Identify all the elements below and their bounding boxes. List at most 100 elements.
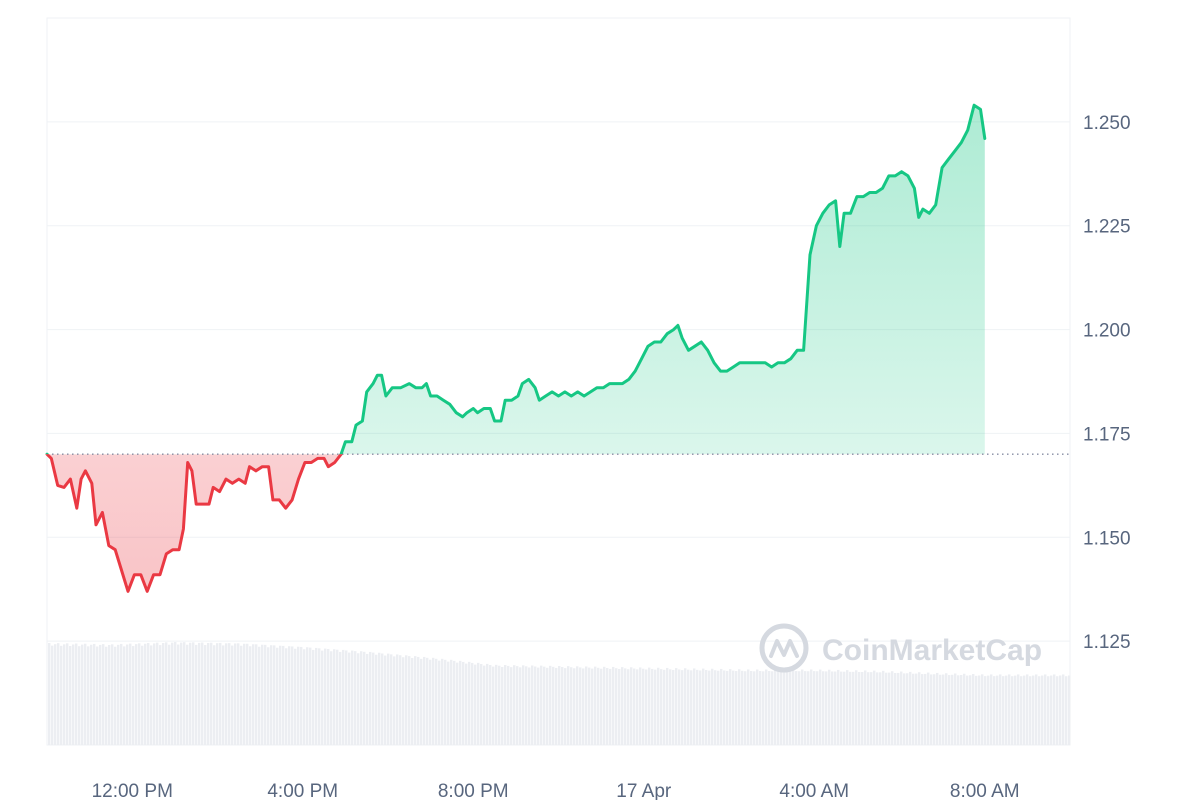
volume-bar xyxy=(1068,675,1071,745)
volume-bar xyxy=(81,644,84,745)
volume-bar xyxy=(777,671,780,745)
volume-bar xyxy=(750,670,753,745)
volume-bar xyxy=(684,668,687,745)
volume-bar xyxy=(1011,676,1014,745)
volume-bar xyxy=(906,673,909,745)
volume-bar xyxy=(657,667,660,745)
volume-bar xyxy=(105,646,108,745)
y-tick-label: 1.175 xyxy=(1083,424,1131,445)
volume-bar xyxy=(501,667,504,745)
volume-bar xyxy=(936,672,939,745)
volume-bar xyxy=(90,644,93,745)
volume-bar xyxy=(297,646,300,745)
volume-bar xyxy=(186,644,189,745)
volume-bar xyxy=(555,667,558,745)
volume-bar xyxy=(381,653,384,745)
volume-bar xyxy=(180,642,183,745)
volume-bar xyxy=(876,672,879,745)
volume-bar xyxy=(177,644,180,745)
volume-bar xyxy=(801,669,804,745)
volume-bar xyxy=(498,665,501,745)
volume-bar xyxy=(117,644,120,745)
y-tick-label: 1.250 xyxy=(1083,113,1131,134)
volume-bar xyxy=(357,653,360,745)
volume-bar xyxy=(432,657,435,745)
volume-bar xyxy=(1017,674,1020,745)
volume-bar xyxy=(336,649,339,745)
volume-bar xyxy=(315,647,318,745)
volume-bar xyxy=(822,671,825,745)
volume-bar xyxy=(999,674,1002,745)
volume-bar xyxy=(813,671,816,745)
volume-bar xyxy=(471,662,474,745)
volume-bar xyxy=(468,661,471,745)
volume-bar xyxy=(345,650,348,745)
volume-bar xyxy=(525,666,528,745)
volume-bar xyxy=(669,669,672,745)
volume-bar xyxy=(462,661,465,745)
volume-bar xyxy=(960,675,963,745)
volume-bar xyxy=(192,642,195,745)
x-tick-label: 4:00 AM xyxy=(779,781,849,800)
volume-bar xyxy=(615,668,618,745)
volume-bar xyxy=(264,644,267,745)
volume-bar xyxy=(978,675,981,745)
volume-bar xyxy=(450,659,453,745)
volume-bar xyxy=(66,643,69,745)
volume-bar xyxy=(441,658,444,745)
volume-bar xyxy=(573,668,576,745)
volume-bar xyxy=(816,671,819,745)
volume-bar xyxy=(144,643,147,745)
volume-bar xyxy=(312,649,315,745)
volume-bar xyxy=(162,643,165,745)
volume-bar xyxy=(132,646,135,745)
volume-bar xyxy=(360,651,363,745)
volume-bar xyxy=(675,668,678,745)
volume-bar xyxy=(252,644,255,745)
volume-bar xyxy=(318,648,321,745)
volume-bar xyxy=(603,666,606,745)
volume-bar xyxy=(387,653,390,745)
volume-bar xyxy=(141,645,144,745)
volume-bar xyxy=(87,646,90,745)
volume-bar xyxy=(642,668,645,745)
volume-bar xyxy=(504,665,507,745)
volume-bar xyxy=(216,643,219,745)
volume-bar xyxy=(1035,674,1038,745)
volume-bar xyxy=(111,644,114,745)
volume-bar xyxy=(633,668,636,745)
volume-bar xyxy=(963,673,966,745)
volume-bar xyxy=(228,643,231,745)
volume-bar xyxy=(375,654,378,745)
volume-bar xyxy=(306,647,309,745)
volume-bar xyxy=(843,671,846,745)
volume-bar xyxy=(552,666,555,745)
x-axis: 12:00 PM 4:00 PM 8:00 PM 17 Apr 4:00 AM 8:00 … xyxy=(92,781,1020,800)
volume-bar xyxy=(267,647,270,745)
volume-bar xyxy=(417,656,420,745)
volume-bar xyxy=(693,668,696,745)
volume-bar xyxy=(294,648,297,745)
volume-bar xyxy=(759,671,762,745)
volume-bar xyxy=(945,673,948,745)
volume-bar xyxy=(564,668,567,745)
volume-bar xyxy=(198,642,201,745)
volume-bar xyxy=(996,675,999,745)
volume-bar xyxy=(483,665,486,745)
volume-bar xyxy=(438,660,441,745)
volume-bar xyxy=(597,667,600,745)
volume-bar xyxy=(696,669,699,745)
volume-bar xyxy=(405,655,408,745)
volume-bar xyxy=(897,672,900,745)
volume-bar xyxy=(774,669,777,745)
volume-bar xyxy=(561,667,564,745)
volume-bar xyxy=(372,652,375,745)
volume-bar xyxy=(516,666,519,745)
volume-bar xyxy=(249,646,252,745)
volume-bar xyxy=(423,656,426,745)
volume-bar xyxy=(909,671,912,745)
volume-bar xyxy=(147,642,150,745)
volume-bar xyxy=(618,669,621,745)
volume-bar xyxy=(276,647,279,745)
volume-bar xyxy=(663,669,666,745)
